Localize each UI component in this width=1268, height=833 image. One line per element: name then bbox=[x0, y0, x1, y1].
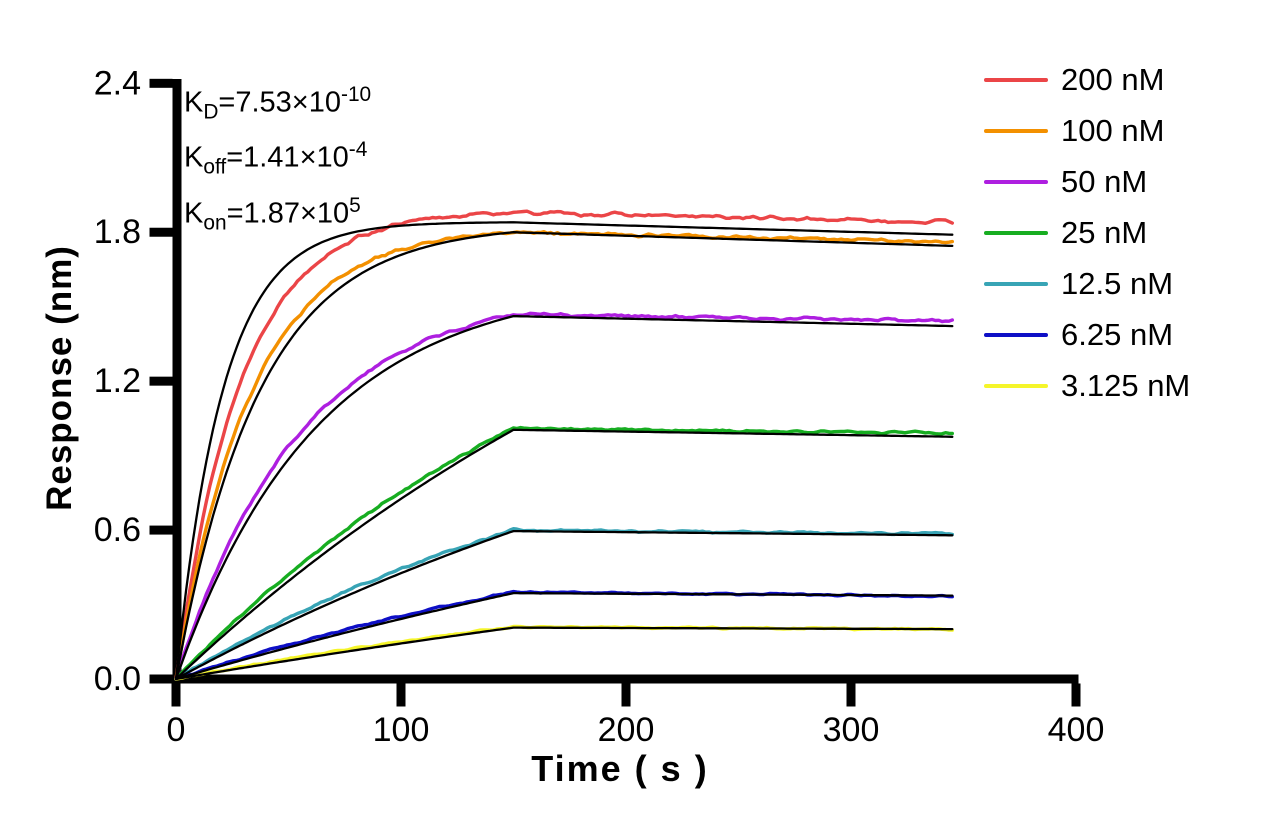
legend-item-50-nM: 50 nM bbox=[984, 156, 1190, 207]
legend-line-swatch bbox=[984, 77, 1048, 82]
x-tick bbox=[846, 683, 856, 707]
x-tick-label: 300 bbox=[823, 711, 880, 749]
y-tick bbox=[149, 376, 173, 386]
kon-annotation: Kon=1.87×105 bbox=[184, 193, 361, 235]
fit-curve-25nM bbox=[174, 428, 954, 681]
x-axis-spine bbox=[172, 674, 1079, 684]
y-tick bbox=[149, 227, 173, 237]
y-axis-spine bbox=[172, 79, 182, 684]
x-tick bbox=[396, 683, 406, 707]
legend-label: 50 nM bbox=[1061, 163, 1148, 199]
x-tick-label: 0 bbox=[167, 711, 186, 749]
kinetics-annotations: KD=7.53×10-10 Koff=1.41×10-4 Kon=1.87×10… bbox=[184, 76, 371, 242]
legend-line-swatch bbox=[984, 179, 1048, 184]
legend-line-swatch bbox=[984, 230, 1048, 235]
legend-item-12.5-nM: 12.5 nM bbox=[984, 258, 1190, 309]
y-tick-label: 0.6 bbox=[94, 511, 141, 549]
x-tick bbox=[1071, 683, 1081, 707]
y-tick bbox=[149, 674, 173, 684]
legend-label: 200 nM bbox=[1061, 61, 1165, 97]
legend-label: 3.125 nM bbox=[1061, 367, 1191, 403]
x-tick-label: 100 bbox=[373, 711, 430, 749]
fit-curve-200nM bbox=[174, 221, 954, 681]
legend-line-swatch bbox=[984, 383, 1048, 388]
legend-label: 100 nM bbox=[1061, 112, 1165, 148]
legend-label: 6.25 nM bbox=[1061, 316, 1174, 352]
legend-label: 25 nM bbox=[1061, 214, 1148, 250]
legend-item-25-nM: 25 nM bbox=[984, 207, 1190, 258]
x-tick-label: 400 bbox=[1048, 711, 1105, 749]
series-curve-50nM bbox=[174, 311, 954, 681]
series-curve-25nM bbox=[174, 425, 954, 681]
x-tick bbox=[171, 683, 181, 707]
y-axis-title: Response (nm) bbox=[40, 245, 79, 511]
y-tick-label: 0.0 bbox=[94, 660, 141, 698]
y-tick-label: 1.2 bbox=[94, 362, 141, 400]
x-tick bbox=[621, 683, 631, 707]
legend-line-swatch bbox=[984, 332, 1048, 337]
koff-annotation: Koff=1.41×10-4 bbox=[184, 138, 368, 179]
fit-curve-3.125nM bbox=[174, 626, 954, 681]
x-axis-title: Time ( s ) bbox=[531, 748, 709, 789]
legend-item-200-nM: 200 nM bbox=[984, 54, 1190, 105]
series-curve-3.125nM bbox=[174, 624, 954, 681]
kd-annotation: KD=7.53×10-10 bbox=[184, 83, 372, 124]
y-tick-label: 2.4 bbox=[94, 64, 141, 102]
legend: 200 nM 100 nM 50 nM 25 nM 12.5 nM 6.25 nM 3.12… bbox=[984, 54, 1190, 411]
y-tick bbox=[149, 78, 173, 88]
series-curve-6.25nM bbox=[174, 589, 954, 681]
y-tick-label: 1.8 bbox=[94, 213, 141, 251]
x-tick-label: 200 bbox=[598, 711, 655, 749]
legend-item-6.25-nM: 6.25 nM bbox=[984, 309, 1190, 360]
fit-curve-6.25nM bbox=[174, 591, 954, 681]
legend-line-swatch bbox=[984, 281, 1048, 286]
legend-item-100-nM: 100 nM bbox=[984, 105, 1190, 156]
fit-curve-12.5nM bbox=[174, 529, 954, 681]
legend-line-swatch bbox=[984, 128, 1048, 133]
y-tick bbox=[149, 525, 173, 535]
legend-label: 12.5 nM bbox=[1061, 265, 1174, 301]
fit-curve-100nM bbox=[174, 231, 954, 681]
series-curve-200nM bbox=[174, 209, 954, 681]
fit-curve-50nM bbox=[174, 314, 954, 681]
legend-item-3.125-nM: 3.125 nM bbox=[984, 360, 1190, 411]
